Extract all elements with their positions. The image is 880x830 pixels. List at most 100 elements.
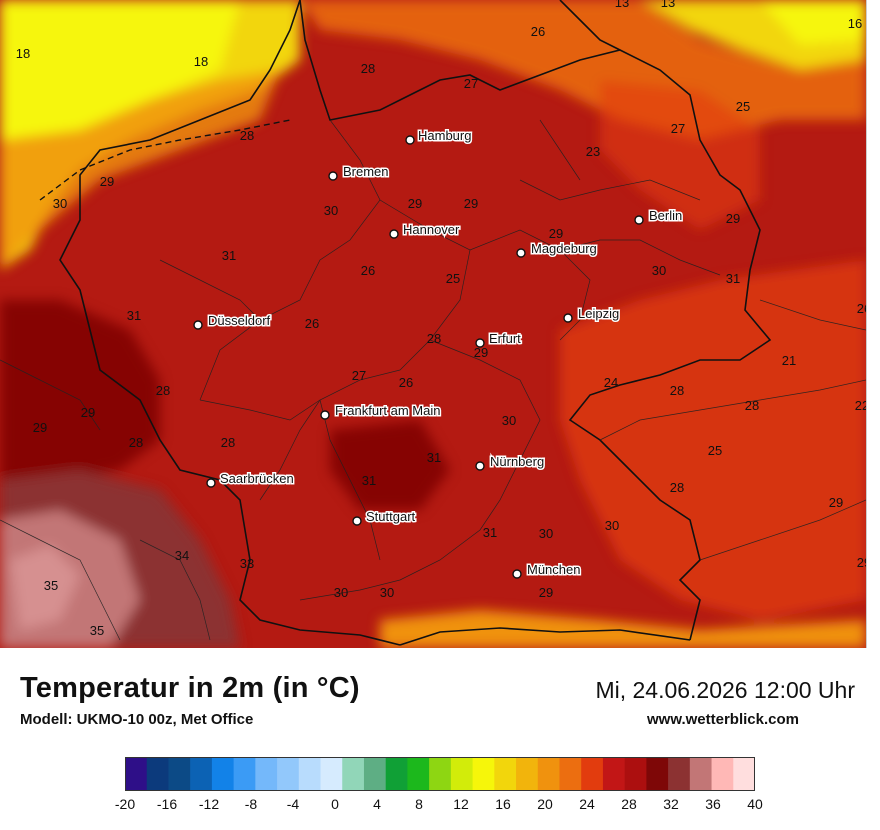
colorbar-swatch <box>581 757 604 791</box>
city-hamburg[interactable]: Hamburg <box>405 127 473 145</box>
colorbar-swatch <box>320 757 343 791</box>
city-bremen[interactable]: Bremen <box>328 163 390 181</box>
city-berlin[interactable]: Berlin <box>634 207 684 225</box>
state-borders <box>0 119 866 641</box>
colorbar-frame <box>125 757 755 791</box>
city-label: Hannover <box>403 222 460 237</box>
colorbar-tick-label: -16 <box>156 796 178 812</box>
temp-label: 28 <box>745 398 759 413</box>
colorbar-tick-label: 16 <box>495 796 511 812</box>
temperature-colorbar <box>125 757 755 791</box>
city-label: Stuttgart <box>366 509 416 524</box>
temp-label: 28 <box>129 435 143 450</box>
colorbar-swatch <box>255 757 278 791</box>
colorbar-tick-label: 8 <box>415 796 423 812</box>
country-borders <box>59 0 772 646</box>
city-label: Frankfurt am Main <box>335 403 440 418</box>
temp-label: 29 <box>474 345 488 360</box>
city-magdeburg[interactable]: Magdeburg <box>516 240 598 258</box>
temp-label: 31 <box>127 308 141 323</box>
colorbar-swatch <box>537 757 560 791</box>
temp-label: 24 <box>604 375 618 390</box>
temp-label: 33 <box>240 556 254 571</box>
temp-label: 18 <box>194 54 208 69</box>
colorbar-swatch <box>711 757 734 791</box>
temp-label: 13 <box>615 0 629 10</box>
temperature-field <box>0 0 866 648</box>
city-muenchen[interactable]: München <box>512 561 582 579</box>
colorbar-tick-label: -4 <box>286 796 300 812</box>
map-side-strip <box>866 0 880 648</box>
temp-label: 29 <box>33 420 47 435</box>
colorbar-swatch <box>602 757 626 791</box>
temp-label: 30 <box>652 263 666 278</box>
temp-label: 26 <box>399 375 413 390</box>
model-info: Modell: UKMO-10 00z, Met Office <box>20 711 254 728</box>
temp-label: 31 <box>222 248 236 263</box>
colorbar-swatch <box>668 757 691 791</box>
city-duesseldorf[interactable]: Düsseldorf <box>193 312 272 330</box>
city-saarbruecken[interactable]: Saarbrücken <box>206 470 295 488</box>
colorbar-tick-label: 0 <box>331 796 339 812</box>
colorbar-swatch <box>298 757 322 791</box>
temp-label: 30 <box>53 196 67 211</box>
city-label: München <box>527 562 580 577</box>
temp-label: 35 <box>90 623 104 638</box>
city-label: Hamburg <box>418 128 471 143</box>
colorbar-tick-label: -8 <box>244 796 258 812</box>
colorbar-swatch <box>429 757 452 791</box>
colorbar-tick-label: 36 <box>705 796 721 812</box>
temperature-map: 18 18 28 27 26 13 13 16 28 25 27 23 29 3… <box>0 0 866 648</box>
city-frankfurt[interactable]: Frankfurt am Main <box>320 402 442 420</box>
colorbar-tick-label: 28 <box>621 796 637 812</box>
colorbar-swatch <box>211 757 235 791</box>
colorbar-swatch <box>733 757 755 791</box>
city-label: Berlin <box>649 208 682 223</box>
website-link[interactable]: www.wetterblick.com <box>647 711 799 728</box>
city-label: Düsseldorf <box>208 313 271 328</box>
colorbar-swatch <box>125 757 148 791</box>
colorbar-swatch <box>516 757 539 791</box>
temp-label: 23 <box>586 144 600 159</box>
temp-label: 29 <box>464 196 478 211</box>
colorbar-swatch <box>689 757 713 791</box>
temp-label: 28 <box>427 331 441 346</box>
temp-label: 35 <box>44 578 58 593</box>
colorbar-swatch <box>190 757 213 791</box>
city-nuernberg[interactable]: Nürnberg <box>475 453 546 471</box>
temp-label: 28 <box>156 383 170 398</box>
colorbar-tick-label: 4 <box>373 796 381 812</box>
temp-label: 30 <box>539 526 553 541</box>
city-erfurt[interactable]: Erfurt <box>475 330 523 348</box>
colorbar-tick-label: 12 <box>453 796 469 812</box>
temp-label: 30 <box>502 413 516 428</box>
forecast-datetime: Mi, 24.06.2026 12:00 Uhr <box>595 677 855 703</box>
temp-label: 29 <box>539 585 553 600</box>
city-leipzig[interactable]: Leipzig <box>563 305 621 323</box>
colorbar-swatch <box>472 757 495 791</box>
temp-label: 21 <box>782 353 796 368</box>
temp-label: 29 <box>726 211 740 226</box>
colorbar-swatch <box>233 757 256 791</box>
city-label: Magdeburg <box>531 241 597 256</box>
temp-label: 29 <box>100 174 114 189</box>
city-markers: Hamburg Bremen Hannover Berlin Magdeburg… <box>193 127 684 579</box>
temp-label: 27 <box>352 368 366 383</box>
temp-label: 34 <box>175 548 189 563</box>
temp-label: 16 <box>848 16 862 31</box>
city-label: Saarbrücken <box>220 471 294 486</box>
temp-label: 31 <box>483 525 497 540</box>
city-label: Erfurt <box>489 331 521 346</box>
colorbar-swatch <box>494 757 517 791</box>
colorbar-swatch <box>385 757 408 791</box>
temp-label: 26 <box>305 316 319 331</box>
temp-label: 28 <box>240 128 254 143</box>
temp-label: 25 <box>736 99 750 114</box>
colorbar-swatch <box>168 757 191 791</box>
city-stuttgart[interactable]: Stuttgart <box>352 508 417 526</box>
colorbar-tick-label: 32 <box>663 796 679 812</box>
temp-label: 31 <box>726 271 740 286</box>
city-hannover[interactable]: Hannover <box>389 221 462 239</box>
temp-label: 30 <box>334 585 348 600</box>
city-label: Leipzig <box>578 306 619 321</box>
